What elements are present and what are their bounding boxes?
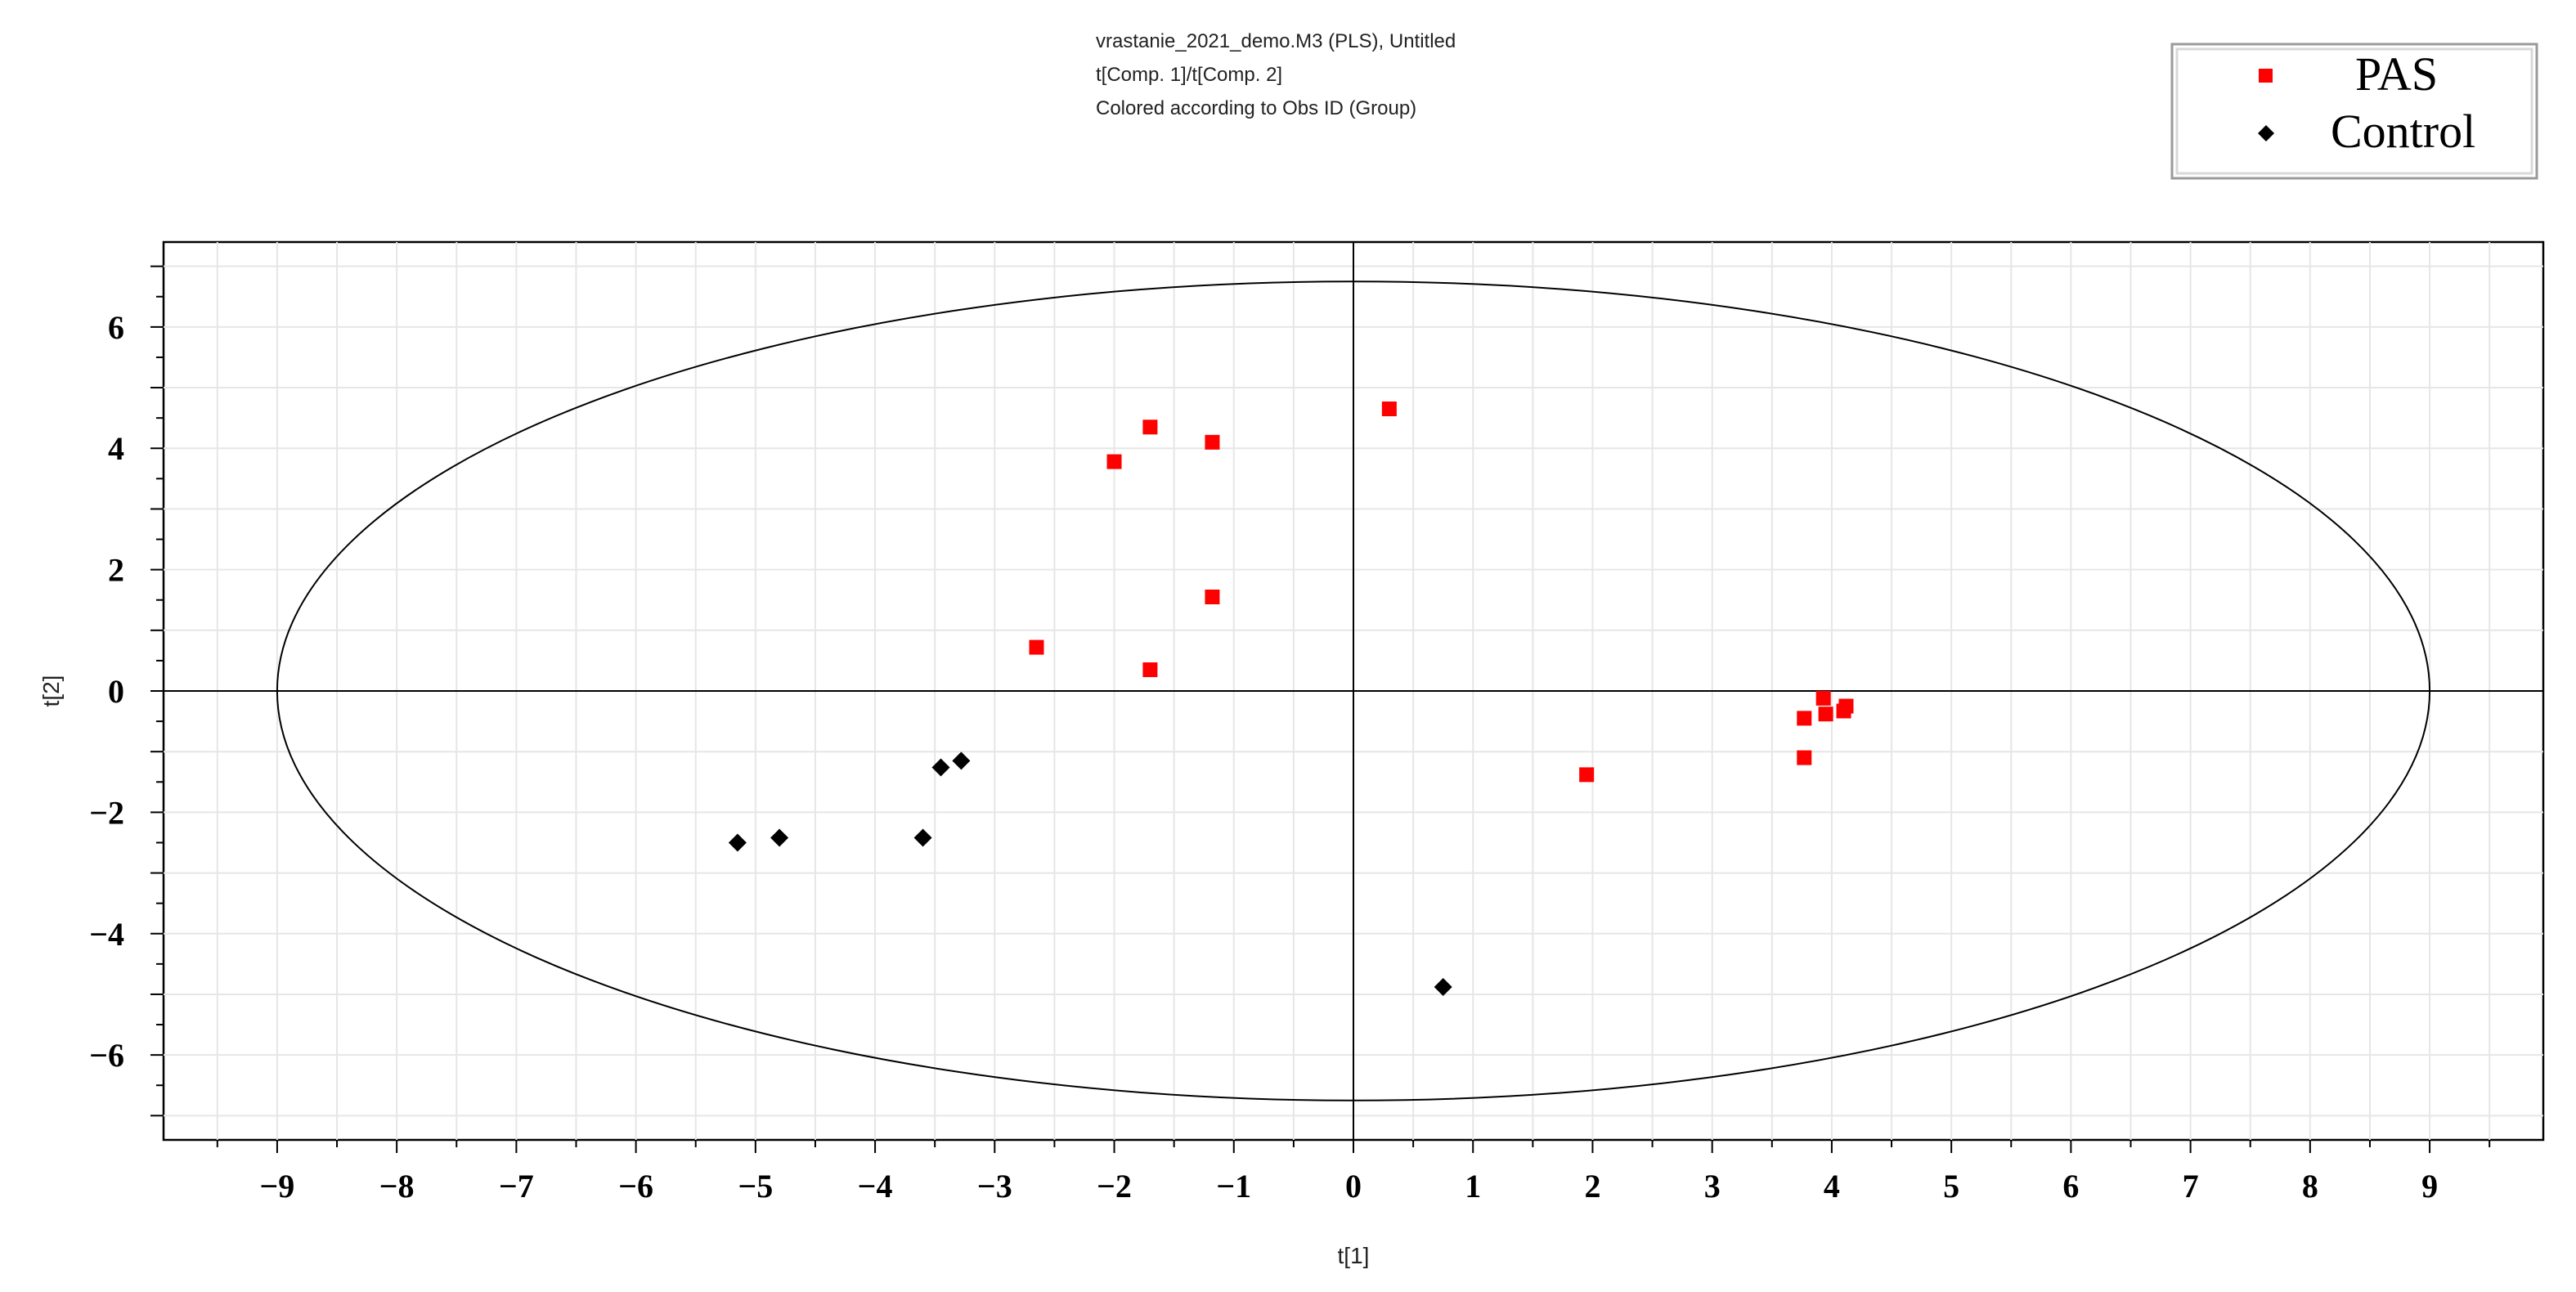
chart-header-line-3: Colored according to Obs ID (Group)	[1096, 97, 1416, 119]
confidence-ellipse	[276, 280, 2431, 1101]
point-pas	[1818, 707, 1833, 722]
x-tick-label: 7	[2183, 1168, 2199, 1205]
y-tick-label: 6	[108, 309, 124, 346]
x-tick-label: −3	[977, 1168, 1012, 1205]
x-tick-label: 0	[1345, 1168, 1362, 1205]
point-pas	[1381, 402, 1397, 417]
x-tick-label: −2	[1097, 1168, 1132, 1205]
point-pas	[1797, 711, 1812, 726]
legend-frame-inner	[2175, 47, 2533, 175]
point-control	[728, 833, 747, 852]
x-tick-label: 6	[2062, 1168, 2079, 1205]
confidence-ellipse-layer	[276, 280, 2431, 1101]
x-axis-label: t[1]	[1338, 1243, 1370, 1268]
y-tick-label: 0	[108, 673, 124, 710]
x-tick-label: −8	[379, 1168, 415, 1205]
x-tick-label: 3	[1704, 1168, 1721, 1205]
y-tick-label: 4	[108, 430, 124, 467]
x-tick-label: −1	[1216, 1168, 1251, 1205]
y-tick-label: −6	[89, 1037, 124, 1074]
x-tick-label: −6	[618, 1168, 653, 1205]
x-tick-label: 5	[1943, 1168, 1959, 1205]
point-control	[913, 828, 932, 847]
point-control	[1434, 978, 1452, 997]
legend: PAS Control	[2170, 43, 2538, 180]
x-tick-label: 4	[1824, 1168, 1840, 1205]
point-pas	[1797, 750, 1812, 765]
y-tick-label: −2	[89, 794, 124, 831]
point-control	[952, 751, 971, 770]
y-tick-labels: −6 −4 −2 0 2 4 6	[89, 309, 124, 1074]
point-pas	[1836, 703, 1851, 719]
point-control	[770, 828, 789, 847]
legend-box	[2170, 43, 2538, 180]
x-tick-labels: −9 −8 −7 −6 −5 −4 −3 −2 −1 0 1 2 3 4 5 6 7 8 9	[260, 1168, 2439, 1205]
data-points	[728, 402, 1854, 997]
tick-marks	[150, 265, 2491, 1153]
legend-label-pas: PAS	[2355, 47, 2438, 101]
zero-axes	[164, 242, 2543, 1140]
point-pas	[1815, 690, 1831, 706]
x-tick-label: −7	[499, 1168, 534, 1205]
y-tick-label: −4	[89, 916, 124, 953]
y-tick-label: 2	[108, 552, 124, 589]
chart-header-line-2: t[Comp. 1]/t[Comp. 2]	[1096, 64, 1282, 86]
point-control	[931, 758, 950, 777]
point-pas	[1579, 767, 1595, 783]
y-axis-label: t[2]	[38, 675, 64, 707]
point-pas	[1029, 639, 1044, 655]
x-tick-label: 8	[2302, 1168, 2318, 1205]
x-tick-label: −5	[738, 1168, 773, 1205]
x-tick-label: 2	[1584, 1168, 1600, 1205]
point-pas	[1106, 454, 1122, 469]
x-tick-label: −4	[858, 1168, 893, 1205]
point-pas	[1142, 662, 1158, 678]
x-tick-label: 9	[2421, 1168, 2438, 1205]
x-tick-label: 1	[1465, 1168, 1481, 1205]
point-pas	[1205, 590, 1220, 605]
legend-marker-control	[2258, 125, 2274, 141]
chart-header-line-1: vrastanie_2021_demo.M3 (PLS), Untitled	[1096, 30, 1456, 52]
legend-label-control: Control	[2331, 105, 2475, 158]
x-tick-label: −9	[260, 1168, 295, 1205]
point-pas	[1205, 434, 1220, 450]
point-pas	[1142, 419, 1158, 435]
legend-marker-pas	[2259, 69, 2273, 83]
